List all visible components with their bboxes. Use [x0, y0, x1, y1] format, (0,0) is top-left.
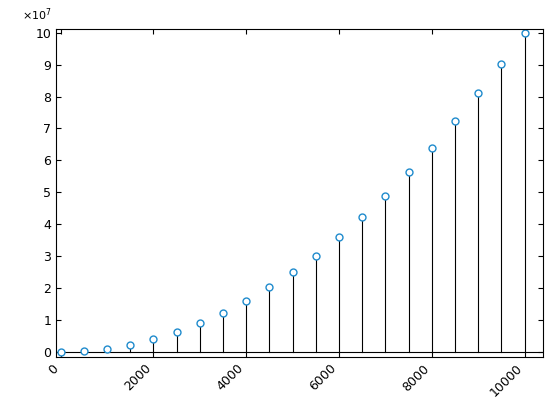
- Text: $\times10^7$: $\times10^7$: [22, 6, 52, 23]
